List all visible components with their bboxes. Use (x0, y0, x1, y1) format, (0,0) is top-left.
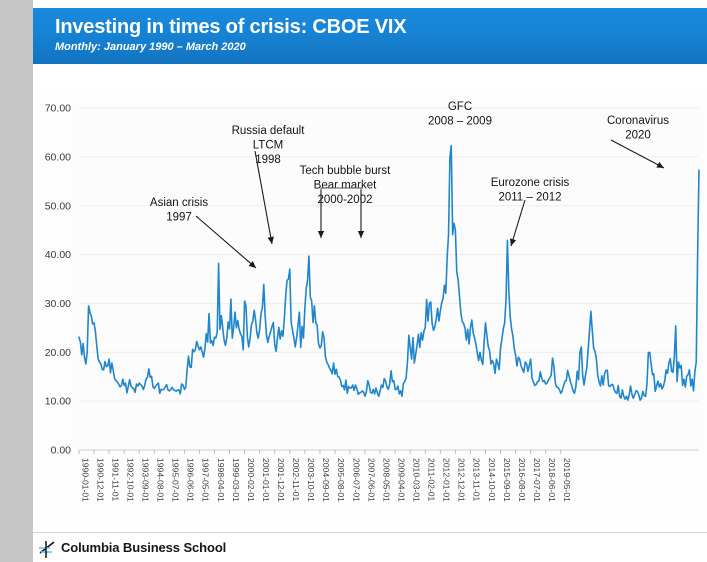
slide-header-banner: Investing in times of crisis: CBOE VIX M… (33, 8, 707, 64)
x-axis-tick-label: 2019-05-01 (562, 458, 572, 502)
annotation-asian-crisis-text: 1997 (166, 212, 192, 224)
x-axis-tick-label: 2018-06-01 (547, 458, 557, 502)
y-axis-tick-label: 50.00 (45, 200, 71, 212)
x-axis-tick-label: 2008-05-01 (381, 458, 391, 502)
x-axis-tick-label: 2011-02-01 (427, 458, 437, 502)
x-axis-tick-label: 2002-11-01 (291, 458, 301, 502)
annotation-russia-ltcm-text: 1998 (255, 154, 281, 166)
annotation-coronavirus-text: Coronavirus (607, 115, 669, 127)
x-axis-tick-label: 1992-10-01 (125, 458, 135, 502)
annotation-eurozone-crisis-text: Eurozone crisis (491, 177, 570, 189)
y-axis-tick-label: 60.00 (45, 151, 71, 163)
x-axis-tick-label: 1990-01-01 (80, 458, 90, 502)
columbia-crown-icon (39, 541, 55, 558)
slide-title: Investing in times of crisis: CBOE VIX (55, 16, 407, 38)
x-axis-tick-label: 2007-06-01 (366, 458, 376, 502)
annotation-tech-bubble-text: 2000-2002 (318, 194, 373, 206)
annotation-russia-ltcm-text: LTCM (253, 140, 283, 152)
x-axis-tick-label: 1997-05-01 (201, 458, 211, 502)
x-axis-tick-label: 2001-12-01 (276, 458, 286, 502)
x-axis-tick-label: 1995-07-01 (171, 458, 181, 502)
slide-footer: Columbia Business School (33, 538, 707, 562)
annotation-gfc-text: 2008 – 2009 (428, 116, 492, 128)
annotation-tech-bubble-arrow-left (317, 190, 325, 238)
x-axis-tick-label: 1991-11-01 (110, 458, 120, 502)
annotation-asian-crisis-arrow (195, 215, 257, 269)
vix-line-chart-svg: 0.00 10.00 20.00 30.00 40.00 50.00 60.00 70.00 1… (45, 101, 700, 502)
annotation-tech-bubble-arrow-right (357, 190, 365, 238)
x-axis-tick-label: 2016-08-01 (517, 458, 527, 502)
y-axis-tick-label: 30.00 (45, 298, 71, 310)
footer-org-name: Columbia Business School (61, 540, 227, 555)
x-axis-tick-label: 2001-01-01 (261, 458, 271, 502)
y-axis-tick-label: 40.00 (45, 249, 71, 261)
vix-chart-plot: 0.00 10.00 20.00 30.00 40.00 50.00 60.00 70.00 1… (33, 88, 707, 528)
x-axis-tick-label: 2000-02-01 (246, 458, 256, 502)
x-axis-tick-label: 2005-08-01 (336, 458, 346, 502)
x-axis-tick-label: 1993-09-01 (141, 458, 151, 502)
x-axis-tick-label: 2015-09-01 (502, 458, 512, 502)
x-axis-tick-label: 2010-03-01 (412, 458, 422, 502)
annotation-eurozone-crisis-text: 2011 – 2012 (498, 192, 561, 204)
x-axis-tick-label: 2009-04-01 (396, 458, 406, 502)
annotation-tech-bubble-text: Tech bubble burst (300, 165, 392, 177)
x-axis-tick-label: 2003-10-01 (306, 458, 316, 502)
annotation-asian-crisis-text: Asian crisis (150, 197, 208, 209)
y-axis-tick-label: 0.00 (51, 445, 72, 457)
y-axis-tick-label: 20.00 (45, 347, 71, 359)
x-axis-tick-label: 1996-06-01 (186, 458, 196, 502)
vix-chart-card: 0.00 10.00 20.00 30.00 40.00 50.00 60.00 70.00 1… (33, 88, 707, 528)
x-axis-tick-label: 2004-09-01 (321, 458, 331, 502)
x-axis-tick-label: 2014-10-01 (487, 458, 497, 502)
left-gutter-strip (0, 0, 33, 562)
plot-background (79, 108, 699, 450)
annotation-russia-ltcm-text: Russia default (232, 125, 306, 137)
annotation-coronavirus-arrow (610, 139, 665, 169)
x-axis-tick-label: 2012-01-01 (442, 458, 452, 502)
annotation-russia-ltcm-arrow (254, 150, 274, 245)
annotation-gfc-text: GFC (448, 101, 472, 113)
x-axis-tick-label: 2006-07-01 (351, 458, 361, 502)
x-axis-tick-label: 1990-12-01 (95, 458, 105, 502)
annotation-coronavirus-text: 2020 (625, 130, 651, 142)
x-axis-tick-label: 2013-11-01 (472, 458, 482, 502)
y-axis-tick-label: 10.00 (45, 396, 71, 408)
slide-subtitle: Monthly: January 1990 – March 2020 (55, 41, 246, 53)
x-axis-tick-label: 1998-04-01 (216, 458, 226, 502)
annotation-tech-bubble-text: Bear market (314, 180, 377, 192)
vix-series-line (78, 144, 700, 401)
annotation-eurozone-crisis-arrow (509, 199, 526, 247)
x-axis-tick-label: 2012-12-01 (457, 458, 467, 502)
x-axis-tick-label: 1994-08-01 (156, 458, 166, 502)
y-axis-tick-label: 70.00 (45, 103, 71, 115)
x-axis-tick-label: 1999-03-01 (231, 458, 241, 502)
x-axis-tick-label: 2017-07-01 (532, 458, 542, 502)
footer-divider (33, 532, 707, 533)
